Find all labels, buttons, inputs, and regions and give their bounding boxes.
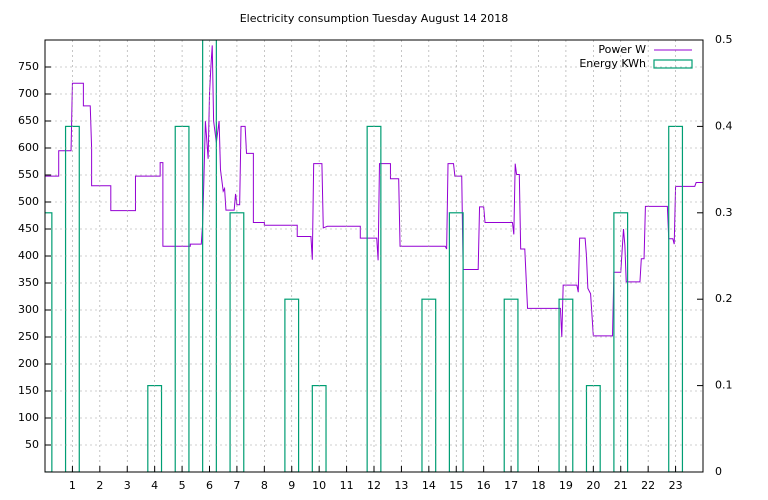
energy-bar xyxy=(284,298,300,472)
y-tick-label: 350 xyxy=(18,276,39,289)
energy-bar xyxy=(613,212,629,472)
x-tick-label: 13 xyxy=(394,479,408,492)
x-tick-label: 9 xyxy=(288,479,295,492)
x-tick-label: 5 xyxy=(179,479,186,492)
y2-tick-label: 0.4 xyxy=(715,119,733,132)
y-tick-label: 250 xyxy=(18,330,39,343)
x-tick-label: 17 xyxy=(504,479,518,492)
x-tick-label: 6 xyxy=(206,479,213,492)
y-tick-label: 700 xyxy=(18,87,39,100)
y2-tick-label: 0 xyxy=(715,465,722,478)
y-tick-label: 400 xyxy=(18,249,39,262)
energy-bar xyxy=(147,385,163,472)
x-tick-label: 2 xyxy=(96,479,103,492)
y-tick-label: 200 xyxy=(18,357,39,370)
x-tick-label: 15 xyxy=(449,479,463,492)
y2-tick-label: 0.3 xyxy=(715,206,733,219)
x-tick-label: 1 xyxy=(69,479,76,492)
energy-bar xyxy=(45,212,53,472)
energy-bar xyxy=(448,212,464,472)
y-tick-label: 650 xyxy=(18,114,39,127)
y2-tick-label: 0.2 xyxy=(715,292,733,305)
x-tick-label: 14 xyxy=(422,479,436,492)
y-tick-label: 300 xyxy=(18,303,39,316)
y-tick-label: 750 xyxy=(18,60,39,73)
y-tick-label: 50 xyxy=(25,438,39,451)
y-tick-label: 150 xyxy=(18,384,39,397)
energy-bar xyxy=(503,298,519,472)
chart-title: Electricity consumption Tuesday August 1… xyxy=(240,12,509,25)
energy-bar xyxy=(311,385,327,472)
energy-bar xyxy=(585,385,601,472)
power-line xyxy=(45,45,703,338)
y-tick-label: 600 xyxy=(18,141,39,154)
y-tick-label: 550 xyxy=(18,168,39,181)
y-tick-label: 500 xyxy=(18,195,39,208)
x-tick-label: 18 xyxy=(532,479,546,492)
x-tick-label: 16 xyxy=(477,479,491,492)
legend-swatch xyxy=(653,59,693,69)
x-tick-label: 23 xyxy=(669,479,683,492)
legend-label: Power W xyxy=(598,43,646,56)
x-tick-label: 10 xyxy=(312,479,326,492)
y-tick-label: 100 xyxy=(18,411,39,424)
x-tick-label: 21 xyxy=(614,479,628,492)
x-tick-label: 20 xyxy=(586,479,600,492)
x-tick-label: 22 xyxy=(641,479,655,492)
x-tick-label: 7 xyxy=(233,479,240,492)
energy-bar xyxy=(421,298,437,472)
x-tick-label: 3 xyxy=(124,479,131,492)
legend-label: Energy KWh xyxy=(579,57,646,70)
x-tick-label: 8 xyxy=(261,479,268,492)
y-tick-label: 450 xyxy=(18,222,39,235)
energy-bar xyxy=(558,298,574,472)
plot-border xyxy=(44,39,704,473)
x-tick-label: 19 xyxy=(559,479,573,492)
x-tick-label: 11 xyxy=(340,479,354,492)
y2-tick-label: 0.1 xyxy=(715,379,733,392)
x-tick-label: 4 xyxy=(151,479,158,492)
energy-bar xyxy=(229,212,245,472)
x-tick-label: 12 xyxy=(367,479,381,492)
y2-tick-label: 0.5 xyxy=(715,33,733,46)
